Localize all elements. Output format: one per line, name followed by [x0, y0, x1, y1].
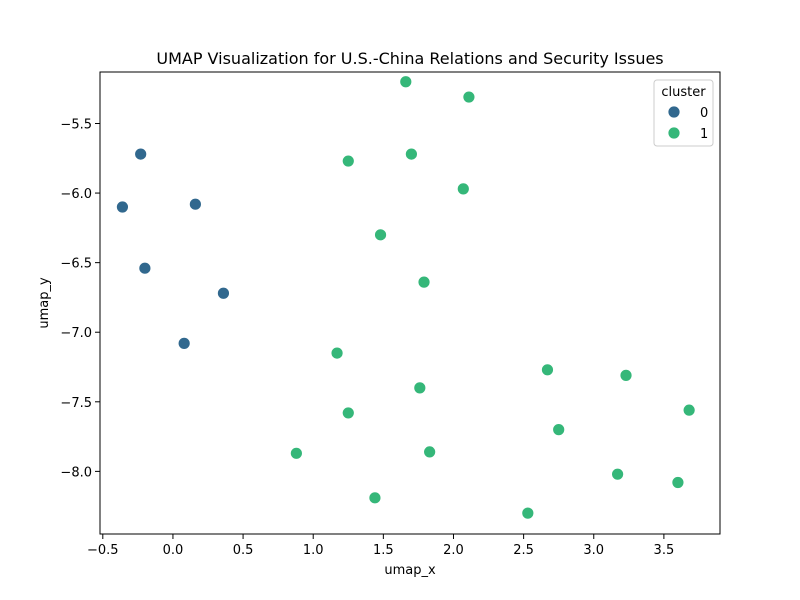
y-axis: −5.5 −6.0 −6.5 −7.0 −7.5 −8.0 — [60, 117, 100, 480]
data-point-cluster-1 — [289, 446, 303, 460]
x-tick-label: 1.0 — [303, 543, 324, 558]
x-axis-label: umap_x — [384, 563, 436, 578]
y-tick-label: −8.0 — [60, 465, 92, 480]
data-point-cluster-1 — [405, 147, 418, 161]
legend-label: 1 — [700, 127, 708, 142]
data-point-cluster-1 — [521, 506, 535, 520]
data-point-cluster-0 — [116, 200, 129, 214]
data-point-cluster-1 — [399, 75, 413, 89]
data-point-cluster-0 — [177, 336, 191, 350]
data-point-cluster-1 — [341, 406, 355, 420]
data-point-cluster-1 — [330, 346, 344, 360]
x-tick-label: 1.5 — [373, 543, 394, 558]
data-point-cluster-1 — [423, 445, 437, 459]
y-tick-label: −6.5 — [60, 257, 92, 272]
x-tick-label: 0.5 — [233, 543, 254, 558]
y-axis-label: umap_y — [37, 277, 52, 329]
legend-marker-cluster-0 — [667, 105, 681, 119]
data-point-cluster-1 — [456, 182, 470, 196]
data-point-cluster-1 — [368, 491, 382, 505]
x-tick-label: −0.5 — [87, 543, 119, 558]
legend-title: cluster — [661, 85, 706, 100]
chart-title: UMAP Visualization for U.S.-China Relati… — [156, 49, 663, 68]
data-point-cluster-0 — [134, 147, 148, 161]
legend-label: 0 — [700, 106, 708, 121]
x-tick-label: 2.5 — [513, 543, 534, 558]
data-point-cluster-1 — [682, 403, 696, 417]
x-axis: −0.5 0.0 0.5 1.0 1.5 2.0 2.5 3.0 3.5 — [87, 534, 674, 558]
data-point-cluster-1 — [374, 228, 387, 242]
data-point-cluster-1 — [552, 423, 566, 437]
x-tick-label: 3.5 — [654, 543, 675, 558]
y-tick-label: −7.0 — [60, 326, 92, 341]
y-tick-label: −7.5 — [60, 396, 92, 411]
x-tick-label: 3.0 — [583, 543, 604, 558]
data-point-cluster-1 — [619, 368, 633, 382]
data-point-cluster-1 — [671, 476, 685, 489]
axes-frame — [99, 71, 721, 535]
legend-marker-cluster-1 — [667, 126, 681, 140]
x-tick-label: 2.0 — [443, 543, 464, 558]
data-point-cluster-1 — [462, 90, 476, 104]
data-point-cluster-0 — [217, 286, 230, 300]
data-point-cluster-1 — [541, 363, 554, 377]
legend: cluster 0 1 — [653, 79, 714, 147]
y-tick-label: −5.5 — [60, 117, 92, 132]
data-point-cluster-1 — [413, 381, 427, 395]
data-point-cluster-0 — [188, 197, 202, 211]
x-tick-label: 0.0 — [163, 543, 184, 558]
data-point-cluster-1 — [417, 275, 431, 289]
data-point-cluster-0 — [138, 261, 152, 275]
y-tick-label: −6.0 — [60, 187, 92, 202]
data-point-cluster-1 — [611, 467, 625, 481]
data-points — [116, 75, 696, 520]
data-point-cluster-1 — [341, 154, 355, 168]
